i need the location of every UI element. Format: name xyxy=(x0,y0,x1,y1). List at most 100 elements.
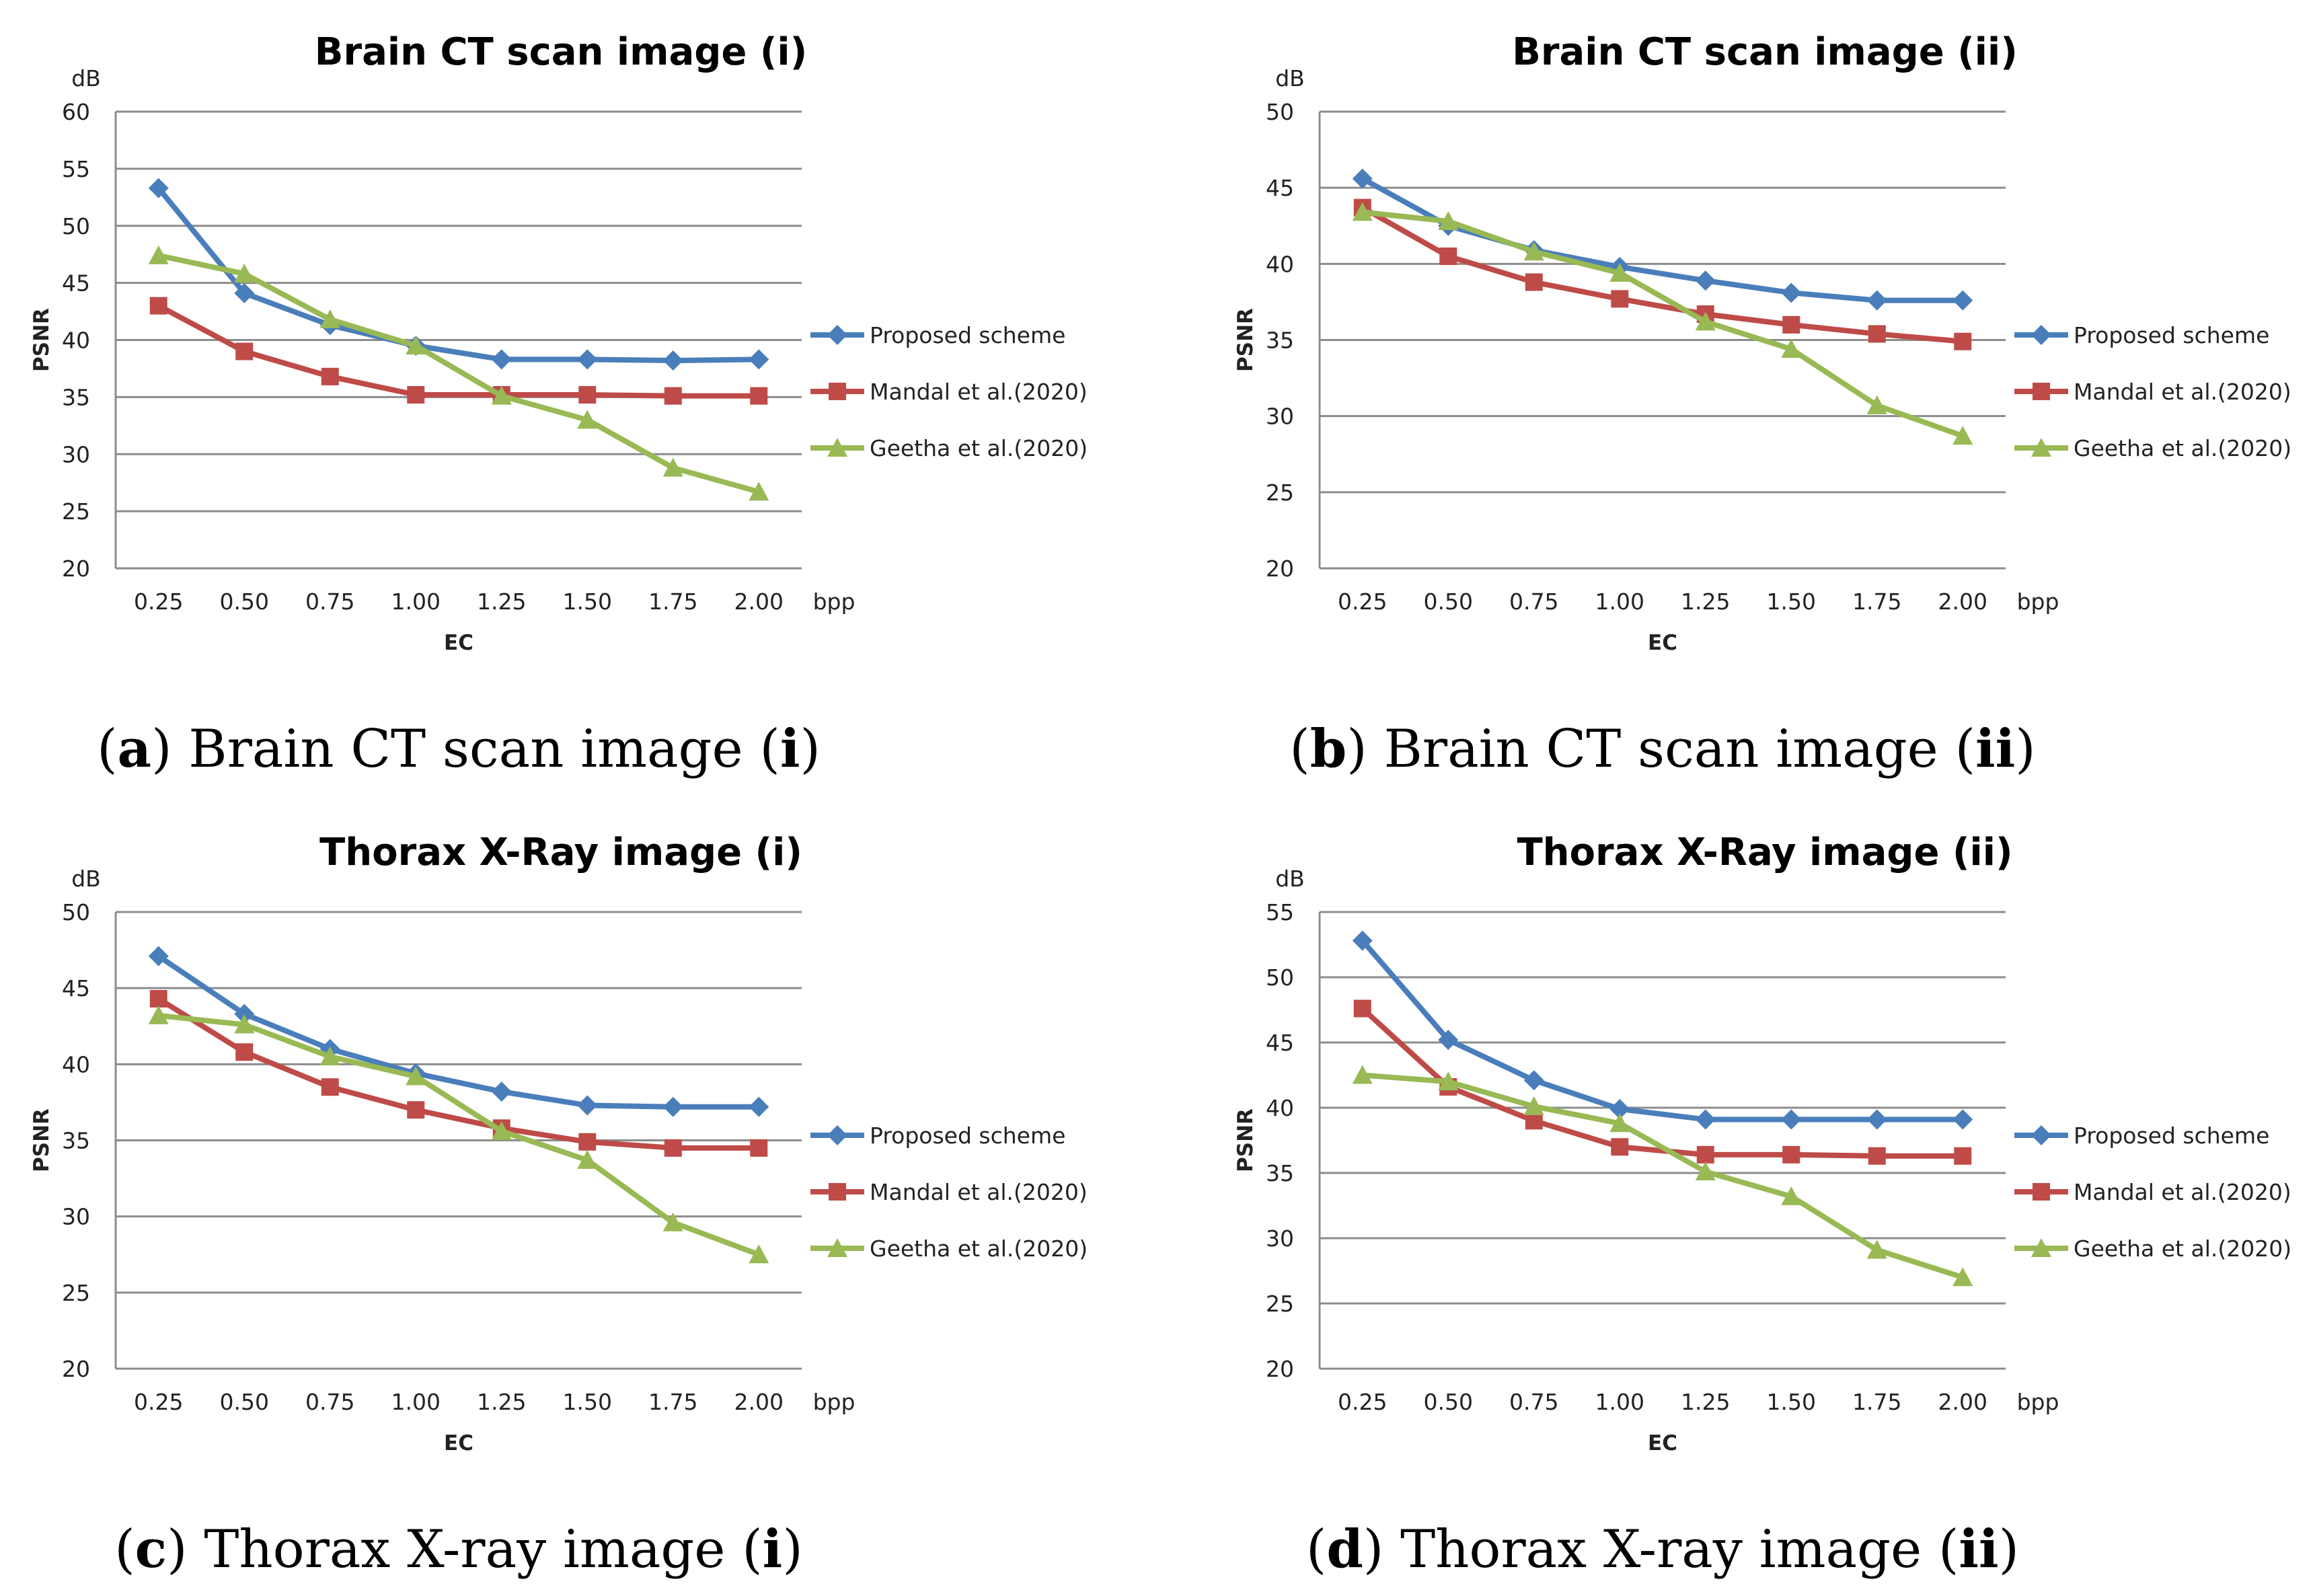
x-tick-label: 2.00 xyxy=(1938,588,1987,615)
data-point-square xyxy=(1439,248,1457,266)
y-tick-label: 30 xyxy=(1266,1225,1294,1252)
data-point-square xyxy=(321,1078,339,1096)
x-tick-label: 0.25 xyxy=(1338,588,1387,615)
series-line-diamond xyxy=(1359,176,1966,303)
data-point-square xyxy=(1696,1145,1714,1164)
x-tick-label: 0.75 xyxy=(1509,1389,1558,1415)
y-tick-label: 30 xyxy=(1266,404,1294,430)
x-tick-label: 1.00 xyxy=(1595,588,1644,615)
y-tick-label: 25 xyxy=(1266,480,1294,506)
y-tick-label: 45 xyxy=(1266,175,1294,201)
data-point-triangle xyxy=(1695,1162,1716,1181)
chart-title: Thorax X-Ray image (ii) xyxy=(1517,831,2012,874)
data-point-triangle xyxy=(1952,426,1973,445)
data-point-diamond xyxy=(662,1096,683,1117)
y-tick-label: 40 xyxy=(62,1051,90,1077)
caption-roman: i xyxy=(763,1519,783,1580)
data-point-diamond xyxy=(749,1096,769,1117)
data-point-square xyxy=(664,387,682,405)
panel-caption: (a) Brain CT scan image (i) xyxy=(97,718,821,780)
series-line-diamond xyxy=(155,953,762,1110)
data-point-triangle xyxy=(406,335,426,354)
data-point-triangle xyxy=(1781,339,1802,358)
x-tick-label: 2.00 xyxy=(734,1389,784,1415)
data-point-triangle xyxy=(749,1244,769,1264)
y-tick-label: 50 xyxy=(1266,964,1294,991)
data-point-triangle xyxy=(491,385,512,405)
data-point-triangle xyxy=(1781,1186,1802,1205)
data-point-diamond xyxy=(1952,1109,1973,1130)
data-point-triangle xyxy=(1523,1096,1544,1116)
x-tick-label: 0.25 xyxy=(134,1389,183,1415)
data-point-square xyxy=(407,385,425,404)
y-axis-label: PSNR xyxy=(1234,308,1258,372)
data-point-square xyxy=(1525,273,1543,291)
data-point-square xyxy=(1525,1112,1543,1130)
series-line-triangle xyxy=(1359,1072,1966,1281)
x-unit: bpp xyxy=(813,1389,856,1415)
legend-swatch-marker xyxy=(829,1183,846,1201)
legend-label: Mandal et al.(2020) xyxy=(2074,379,2291,405)
x-unit: bpp xyxy=(2017,588,2059,615)
data-point-square xyxy=(1954,1147,1972,1165)
chart-panel-d: Thorax X-Ray image (ii) dB 20 25 30 35 40 45 50 5… xyxy=(1234,831,2291,1580)
series-line-square xyxy=(155,996,762,1151)
data-point-triangle xyxy=(1609,1113,1630,1133)
y-axis-label: PSNR xyxy=(30,1108,54,1172)
data-point-diamond xyxy=(491,1081,512,1102)
chart-panel-b: Brain CT scan image (ii) dB 20 25 30 35 40 45 50… xyxy=(1234,30,2291,780)
data-point-diamond xyxy=(234,282,255,303)
data-point-diamond xyxy=(749,349,769,370)
data-point-square xyxy=(235,1043,254,1061)
series-line-square xyxy=(1359,204,1966,344)
y-tick-label: 30 xyxy=(62,441,90,467)
panel-caption: (b) Brain CT scan image (ii) xyxy=(1289,718,2035,780)
x-tick-label: 1.00 xyxy=(1595,1389,1644,1415)
data-point-square xyxy=(1611,290,1629,308)
data-point-square xyxy=(1782,1145,1800,1164)
data-point-diamond xyxy=(1352,168,1373,189)
legend-label: Proposed scheme xyxy=(2074,322,2269,348)
y-tick-label: 20 xyxy=(62,1356,90,1382)
x-tick-label: 1.25 xyxy=(477,1389,526,1415)
x-tick-label: 0.50 xyxy=(1424,1389,1473,1415)
x-tick-label: 1.00 xyxy=(391,1389,441,1415)
chart-title: Brain CT scan image (ii) xyxy=(1512,30,2018,74)
data-point-diamond xyxy=(148,178,169,198)
legend-label: Mandal et al.(2020) xyxy=(870,1179,1088,1205)
legend-swatch-marker xyxy=(827,325,847,345)
y-tick-label: 35 xyxy=(62,384,90,410)
series-line-diamond xyxy=(155,185,762,364)
data-point-square xyxy=(149,990,167,1008)
legend-swatch-marker xyxy=(827,1125,847,1145)
series-line-square xyxy=(1359,1005,1966,1159)
data-point-diamond xyxy=(577,349,598,370)
x-tick-label: 1.50 xyxy=(563,1389,612,1415)
x-axis-label: EC xyxy=(444,1431,473,1455)
data-point-square xyxy=(578,1133,597,1151)
data-point-square xyxy=(407,1101,425,1119)
y-tick-label: 35 xyxy=(1266,328,1294,354)
caption-roman: ii xyxy=(1959,1519,1998,1580)
x-axis-label: EC xyxy=(1648,1431,1677,1455)
y-tick-label: 35 xyxy=(1266,1160,1294,1186)
x-axis-label: EC xyxy=(1648,631,1677,655)
x-tick-label: 0.75 xyxy=(305,588,354,615)
data-point-diamond xyxy=(1952,290,1973,311)
data-point-square xyxy=(1868,1147,1886,1165)
data-point-triangle xyxy=(1523,241,1544,261)
y-unit: dB xyxy=(71,65,101,91)
y-axis-label: PSNR xyxy=(1234,1108,1258,1172)
data-point-diamond xyxy=(234,1003,255,1024)
series-line-diamond xyxy=(1359,938,1966,1123)
data-point-triangle xyxy=(1952,1267,1973,1287)
x-tick-label: 0.75 xyxy=(1509,588,1558,615)
y-axis-label: PSNR xyxy=(30,308,54,372)
y-tick-label: 20 xyxy=(1266,556,1294,582)
y-unit: dB xyxy=(71,866,101,892)
legend-label: Geetha et al.(2020) xyxy=(2074,435,2291,461)
legend-label: Mandal et al.(2020) xyxy=(2074,1179,2291,1205)
series-line-square xyxy=(155,303,762,399)
y-tick-label: 50 xyxy=(1266,99,1294,125)
